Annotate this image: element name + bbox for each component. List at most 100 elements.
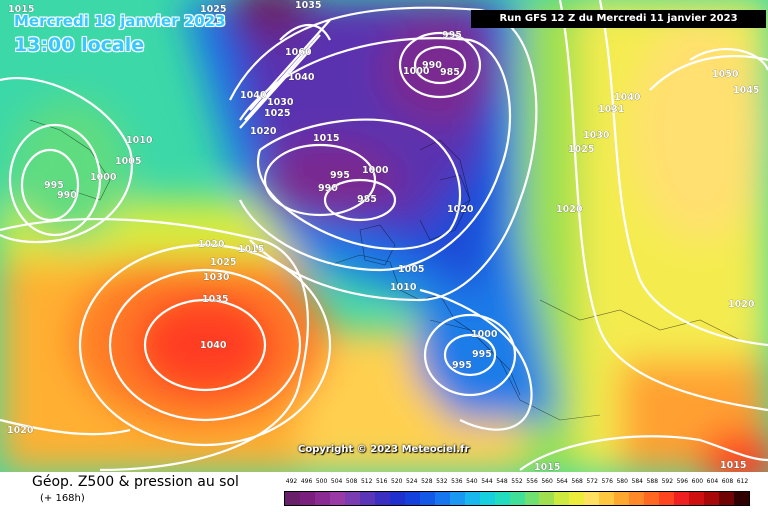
svg-text:1020: 1020 bbox=[728, 299, 755, 310]
svg-text:995: 995 bbox=[452, 360, 472, 371]
color-scale-swatch bbox=[539, 492, 555, 505]
pressure-labels: 1015 1025 1035 1060 1040 1040 1030 1025 … bbox=[7, 0, 760, 472]
color-scale-label: 604 bbox=[706, 478, 719, 485]
forecast-hour: (+ 168h) bbox=[40, 493, 85, 504]
color-scale-swatch bbox=[434, 492, 450, 505]
svg-text:990: 990 bbox=[318, 183, 338, 194]
color-scale-swatch bbox=[464, 492, 480, 505]
svg-text:1030: 1030 bbox=[203, 272, 230, 283]
color-scale-swatch bbox=[644, 492, 660, 505]
svg-text:1000: 1000 bbox=[471, 329, 498, 340]
color-scale-swatch bbox=[389, 492, 405, 505]
color-scale-label: 552 bbox=[511, 478, 523, 485]
color-scale-labels: 492 496 500 504 508 512 516 520 524 528 532 536 540 5… bbox=[284, 478, 750, 490]
color-scale-label: 608 bbox=[721, 478, 734, 485]
color-scale-label: 512 bbox=[360, 478, 373, 485]
color-scale-swatch bbox=[285, 492, 300, 505]
svg-text:985: 985 bbox=[357, 194, 377, 205]
svg-text:995: 995 bbox=[442, 30, 462, 41]
svg-text:995: 995 bbox=[472, 349, 492, 360]
model-run-info: Run GFS 12 Z du Mercredi 11 janvier 2023 bbox=[471, 10, 766, 28]
svg-text:1035: 1035 bbox=[295, 0, 321, 11]
color-scale-swatch bbox=[629, 492, 645, 505]
color-scale-label: 564 bbox=[556, 478, 568, 485]
color-scale-label: 592 bbox=[661, 478, 674, 485]
local-time-label: 13:00 locale bbox=[14, 34, 145, 56]
color-scale-label: 496 bbox=[300, 478, 313, 485]
svg-text:1060: 1060 bbox=[285, 47, 312, 58]
color-scale-swatch bbox=[704, 492, 720, 505]
svg-text:1040: 1040 bbox=[288, 72, 315, 83]
color-scale-swatch bbox=[689, 492, 705, 505]
color-scale-label: 540 bbox=[466, 478, 478, 485]
color-scale-label: 584 bbox=[631, 478, 643, 485]
color-scale-label: 500 bbox=[315, 478, 328, 485]
isobars bbox=[0, 0, 768, 472]
color-scale-swatch bbox=[674, 492, 690, 505]
svg-text:1025: 1025 bbox=[568, 144, 594, 155]
svg-text:1005: 1005 bbox=[115, 156, 141, 167]
svg-text:1050: 1050 bbox=[712, 69, 739, 80]
svg-text:1020: 1020 bbox=[250, 126, 277, 137]
color-scale-swatch bbox=[479, 492, 495, 505]
color-scale-bar bbox=[284, 491, 750, 506]
color-scale-swatch bbox=[449, 492, 465, 505]
svg-text:1015: 1015 bbox=[238, 244, 264, 255]
geopotential-map: 1015 1025 1035 1060 1040 1040 1030 1025 … bbox=[0, 0, 768, 472]
svg-text:1000: 1000 bbox=[362, 165, 389, 176]
color-scale-label: 504 bbox=[330, 478, 343, 485]
svg-text:1031: 1031 bbox=[598, 104, 624, 115]
color-scale-swatch bbox=[614, 492, 630, 505]
svg-text:1015: 1015 bbox=[313, 133, 339, 144]
color-scale-label: 516 bbox=[375, 478, 388, 485]
svg-text:1035: 1035 bbox=[202, 294, 228, 305]
color-scale-swatch bbox=[509, 492, 525, 505]
color-scale-swatch bbox=[344, 492, 360, 505]
color-scale-label: 556 bbox=[526, 478, 538, 485]
svg-text:1000: 1000 bbox=[90, 172, 117, 183]
svg-text:1020: 1020 bbox=[7, 425, 34, 436]
forecast-date-title: Mercredi 18 janvier 2023 bbox=[14, 12, 226, 30]
svg-text:1010: 1010 bbox=[390, 282, 417, 293]
color-scale-label: 568 bbox=[571, 478, 583, 485]
svg-text:995: 995 bbox=[330, 170, 350, 181]
svg-text:1030: 1030 bbox=[267, 97, 294, 108]
color-scale-label: 508 bbox=[345, 478, 358, 485]
svg-text:1040: 1040 bbox=[200, 340, 227, 351]
svg-text:1015: 1015 bbox=[720, 460, 746, 471]
svg-text:1020: 1020 bbox=[198, 239, 225, 250]
svg-text:1040: 1040 bbox=[240, 90, 267, 101]
color-scale-swatch bbox=[719, 492, 735, 505]
color-scale-label: 532 bbox=[436, 478, 448, 485]
color-scale: 492 496 500 504 508 512 516 520 524 528 532 536 540 5… bbox=[284, 478, 750, 508]
color-scale-label: 524 bbox=[406, 478, 418, 485]
svg-text:990: 990 bbox=[57, 190, 77, 201]
color-scale-label: 528 bbox=[421, 478, 433, 485]
color-scale-label: 548 bbox=[496, 478, 508, 485]
svg-text:1020: 1020 bbox=[447, 204, 474, 215]
svg-text:1000: 1000 bbox=[403, 66, 430, 77]
color-scale-swatch bbox=[329, 492, 345, 505]
svg-text:1015: 1015 bbox=[534, 462, 560, 472]
svg-text:1045: 1045 bbox=[733, 85, 759, 96]
color-scale-label: 492 bbox=[285, 478, 298, 485]
color-scale-swatch bbox=[419, 492, 435, 505]
color-scale-label: 544 bbox=[481, 478, 493, 485]
color-scale-label: 536 bbox=[451, 478, 463, 485]
color-scale-swatch bbox=[494, 492, 510, 505]
copyright-notice: Copyright © 2023 Meteociel.fr bbox=[298, 444, 470, 455]
svg-text:995: 995 bbox=[44, 180, 64, 191]
z500-color-field bbox=[0, 0, 768, 472]
color-scale-label: 612 bbox=[736, 478, 749, 485]
color-scale-label: 600 bbox=[691, 478, 704, 485]
svg-text:990: 990 bbox=[422, 60, 442, 71]
color-scale-swatch bbox=[599, 492, 615, 505]
legend-footer: Géop. Z500 & pression au sol (+ 168h) 49… bbox=[0, 472, 768, 512]
color-scale-swatch bbox=[404, 492, 420, 505]
color-scale-swatch bbox=[359, 492, 375, 505]
color-scale-label: 588 bbox=[646, 478, 659, 485]
color-scale-swatch bbox=[299, 492, 315, 505]
legend-title: Géop. Z500 & pression au sol bbox=[32, 474, 239, 490]
color-scale-swatch bbox=[554, 492, 570, 505]
